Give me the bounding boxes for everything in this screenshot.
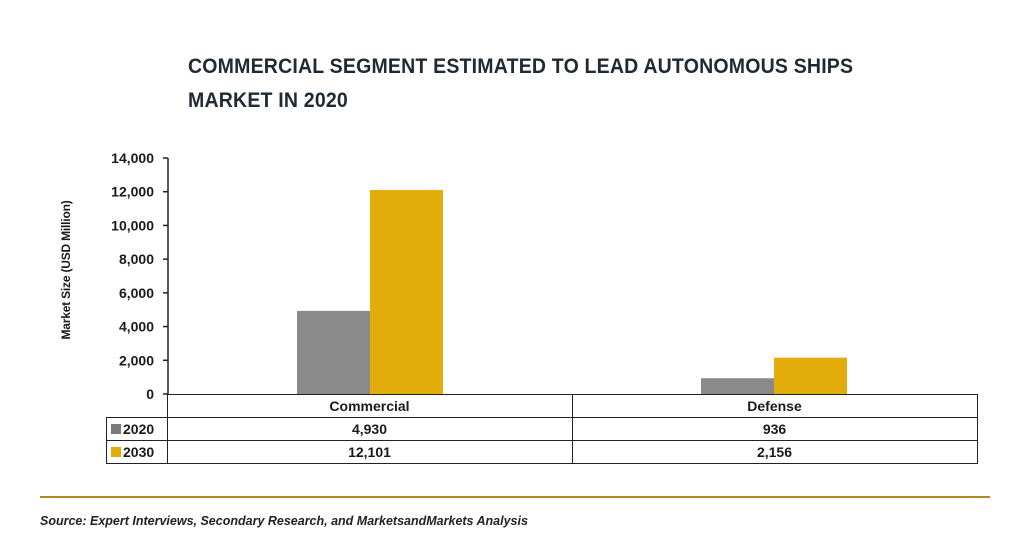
legend-item-2030: 2030 bbox=[106, 440, 168, 464]
y-tick-label: 4,000 bbox=[119, 319, 154, 335]
bars-group bbox=[297, 190, 847, 394]
y-tick-label: 6,000 bbox=[119, 285, 154, 301]
data-table-row: 2030 12,101 2,156 bbox=[106, 440, 978, 464]
y-tick-label: 12,000 bbox=[111, 184, 154, 200]
data-table-row: 2020 4,930 936 bbox=[106, 417, 978, 441]
bar-2020-defense bbox=[701, 378, 774, 394]
y-tick-label: 14,000 bbox=[111, 150, 154, 166]
y-tick-label: 2,000 bbox=[119, 352, 154, 368]
category-label-defense: Defense bbox=[571, 394, 978, 418]
source-note: Source: Expert Interviews, Secondary Res… bbox=[40, 514, 528, 528]
y-tick-label: 10,000 bbox=[111, 217, 154, 233]
data-label-2030-defense: 2,156 bbox=[571, 440, 978, 464]
bar-2030-defense bbox=[774, 357, 847, 394]
legend-label-2030: 2030 bbox=[123, 444, 155, 460]
data-label-2030-commercial: 12,101 bbox=[166, 440, 573, 464]
data-table: Commercial Defense 2020 4,930 936 2030 1… bbox=[106, 394, 978, 464]
data-table-header-row: Commercial Defense bbox=[107, 394, 978, 418]
chart-title: COMMERCIAL SEGMENT ESTIMATED TO LEAD AUT… bbox=[188, 55, 854, 112]
y-tick-label: 0 bbox=[146, 386, 154, 402]
bar-2020-commercial bbox=[297, 310, 370, 394]
bar-2030-commercial bbox=[370, 190, 443, 394]
y-tick-label: 8,000 bbox=[119, 251, 154, 267]
legend-item-2020: 2020 bbox=[106, 417, 168, 441]
data-label-2020-commercial: 4,930 bbox=[166, 417, 573, 441]
footer-divider bbox=[40, 496, 990, 498]
legend-swatch-2030 bbox=[111, 447, 121, 458]
category-label-commercial: Commercial bbox=[166, 394, 573, 418]
y-axis-ticks: 0 2,000 4,000 6,000 8,000 10,000 12,000 14,000 bbox=[111, 150, 168, 402]
data-label-2020-defense: 936 bbox=[571, 417, 978, 441]
data-table-corner bbox=[107, 395, 168, 418]
legend-label-2020: 2020 bbox=[123, 421, 155, 437]
legend-swatch-2020 bbox=[111, 424, 121, 435]
